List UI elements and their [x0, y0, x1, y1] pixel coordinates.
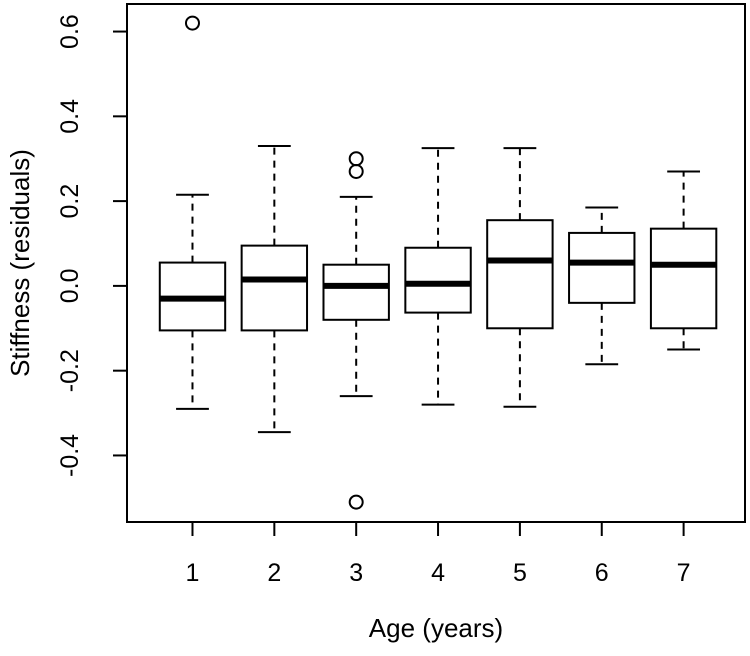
- iqr-box: [486, 219, 554, 330]
- outlier-point: [348, 163, 364, 179]
- box-age-5: [486, 147, 554, 408]
- x-axis-ticks: 1 2 3 4 5 6 7: [186, 522, 691, 587]
- x-tick-label: 6: [595, 559, 609, 587]
- y-axis-title: Stiffness (residuals): [5, 149, 35, 377]
- boxes-layer: [158, 15, 718, 510]
- x-tick-label: 2: [267, 559, 281, 587]
- iqr-box: [568, 231, 636, 304]
- box-age-3: [322, 151, 390, 510]
- y-tick-label: 0.4: [56, 99, 84, 134]
- x-tick-label: 3: [349, 559, 363, 587]
- plot-border: [126, 3, 746, 523]
- iqr-box: [649, 227, 718, 330]
- box-age-2: [240, 145, 309, 434]
- outlier-point: [348, 494, 364, 510]
- y-tick-label: 0.0: [56, 269, 84, 304]
- outlier-point: [184, 15, 200, 31]
- y-tick-label: 0.6: [56, 14, 84, 49]
- x-tick-label: 1: [186, 559, 200, 587]
- y-tick-label: -0.2: [56, 349, 84, 392]
- outlier-point: [348, 151, 364, 167]
- iqr-box: [404, 246, 472, 314]
- x-tick-label: 7: [677, 559, 691, 587]
- box-age-6: [568, 206, 636, 366]
- box-age-7: [649, 170, 718, 351]
- box-age-4: [404, 147, 472, 406]
- iqr-box: [240, 244, 309, 332]
- x-axis-title: Age (years): [369, 613, 503, 643]
- x-tick-label: 4: [431, 559, 445, 587]
- y-tick-label: 0.2: [56, 184, 84, 219]
- y-axis-ticks: -0.4 -0.2 0.0 0.2 0.4 0.6: [56, 14, 127, 477]
- x-tick-label: 5: [513, 559, 527, 587]
- box-age-1: [158, 15, 227, 410]
- y-tick-label: -0.4: [56, 434, 84, 477]
- iqr-box: [322, 263, 390, 321]
